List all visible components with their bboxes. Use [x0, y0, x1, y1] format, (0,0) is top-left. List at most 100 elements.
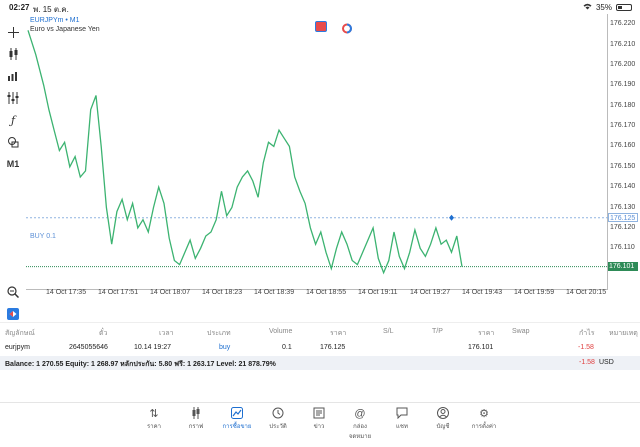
- header-time: เวลา: [159, 330, 174, 337]
- one-click-trading-icon[interactable]: [315, 21, 327, 32]
- cell-symbol: eurjpym: [5, 344, 30, 351]
- cell-ticket: 26450556​46: [69, 344, 108, 351]
- nav-chat-label: แชท: [396, 424, 408, 430]
- nav-history-label: ประวัติ: [269, 424, 287, 430]
- depth-of-market-icon[interactable]: [341, 21, 353, 34]
- header-type: ประเภท: [207, 330, 231, 337]
- cell-type: buy: [219, 344, 231, 351]
- header-symbol: สัญลักษณ์: [5, 330, 35, 337]
- bottom-navigation: ⇅ ราคา กราฟ การซื้อขาย ประวัติ ข่าว @ กล…: [0, 402, 640, 447]
- header-tp: T/P: [432, 328, 443, 335]
- charts-icon: [179, 407, 213, 421]
- objects-icon[interactable]: [5, 134, 21, 150]
- price-tick-label: 176.170: [610, 122, 636, 130]
- time-tick-label: 14 Oct 19:43: [462, 289, 503, 296]
- time-tick-label: 14 Oct 17:35: [46, 289, 87, 296]
- news-icon: [302, 407, 336, 421]
- price-line-series: [27, 30, 463, 275]
- time-tick-label: 14 Oct 18:23: [202, 289, 243, 296]
- price-tick-label: 176.220: [610, 20, 636, 28]
- nav-charts[interactable]: กราฟ: [179, 407, 213, 431]
- account-summary: Balance: 1 270.55 Equity: 1 268.97 หลักป…: [0, 356, 640, 370]
- price-axis: 176.220 176.210 176.200 176.190 176.180 176.1…: [608, 14, 640, 314]
- mailbox-icon: @: [354, 408, 366, 420]
- time-tick-label: 14 Oct 19:11: [358, 289, 398, 296]
- time-axis: 14 Oct 17:35 14 Oct 17:51 14 Oct 18:07 14 O…: [26, 289, 608, 301]
- account-currency: USD: [599, 359, 614, 366]
- trade-icon: [220, 407, 254, 421]
- trade-table: สัญลักษณ์ ตั๋ว เวลา ประเภท Volume ราคา S…: [0, 322, 640, 356]
- nav-chat[interactable]: แชท: [385, 407, 419, 431]
- time-tick-label: 14 Oct 19:27: [410, 289, 451, 296]
- zoom-icon[interactable]: [5, 284, 21, 300]
- nav-trade-label: การซื้อขาย: [222, 424, 252, 430]
- price-tick-label: 176.180: [610, 101, 636, 109]
- time-tick-label: 14 Oct 19:59: [514, 289, 555, 296]
- cell-time: 10.14 19:27: [134, 344, 171, 351]
- crosshair-icon[interactable]: [5, 24, 21, 40]
- cell-volume: 0.1: [282, 344, 292, 351]
- table-row[interactable]: eurjpym 26450556​46 10.14 19:27 buy 0.1 …: [0, 339, 640, 356]
- chart-canvas[interactable]: [26, 14, 608, 314]
- bar-chart-icon[interactable]: [5, 68, 21, 84]
- candlestick-icon[interactable]: [5, 46, 21, 62]
- current-price-tag: 176.101: [608, 262, 638, 272]
- header-sl: S/L: [383, 328, 394, 335]
- nav-quotes[interactable]: ⇅ ราคา: [137, 407, 171, 431]
- price-tick-label: 176.130: [610, 203, 636, 211]
- price-tick-label: 176.160: [610, 142, 636, 150]
- table-header: สัญลักษณ์ ตั๋ว เวลา ประเภท Volume ราคา S…: [0, 322, 640, 339]
- price-chart[interactable]: EURJPYm • M1 Euro vs Japanese Yen BUY 0.…: [26, 14, 608, 314]
- nav-mailbox[interactable]: @ กล่องจดหมาย: [343, 407, 377, 441]
- header-profit: กำไร: [579, 330, 595, 337]
- price-tick-label: 176.190: [610, 81, 636, 89]
- price-tick-label: 176.210: [610, 40, 636, 48]
- wifi-icon: [583, 3, 592, 12]
- timeframe-button[interactable]: M1: [6, 159, 20, 169]
- quotes-icon: ⇅: [149, 408, 159, 420]
- status-bar: 02:27 พ. 15 ต.ค. 35%: [0, 0, 640, 14]
- header-volume: Volume: [269, 328, 293, 335]
- chart-border: [26, 14, 608, 290]
- position-label: BUY 0.1: [30, 233, 56, 240]
- cell-open-price: 176.125: [320, 344, 346, 351]
- nav-history[interactable]: ประวัติ: [261, 407, 295, 431]
- chart-toolbar: ƒ M1: [0, 14, 26, 320]
- status-right: 35%: [583, 3, 632, 12]
- time-tick-label: 14 Oct 18:55: [306, 289, 347, 296]
- chat-icon: [385, 407, 419, 421]
- account-icon: [426, 407, 460, 421]
- header-open-price: ราคา: [330, 330, 347, 337]
- time-tick-label: 14 Oct 20:15: [566, 289, 607, 296]
- time-tick-label: 14 Oct 18:39: [254, 289, 295, 296]
- balance-text: Balance: 1 270.55 Equity: 1 268.97 หลักป…: [5, 361, 276, 368]
- price-tick-label: 176.140: [610, 183, 636, 191]
- cell-profit: -1.58: [578, 344, 594, 351]
- price-tick-label: 176.110: [610, 244, 635, 252]
- chart-description: Euro vs Japanese Yen: [30, 26, 100, 33]
- history-icon: [261, 407, 295, 421]
- indicators-icon[interactable]: [5, 90, 21, 106]
- price-tick-label: 176.120: [610, 223, 636, 231]
- price-tick-label: 176.150: [610, 162, 636, 170]
- time-tick-label: 14 Oct 17:51: [98, 289, 139, 296]
- nav-mailbox-label: กล่องจดหมาย: [348, 424, 372, 440]
- price-tick-label: 176.200: [610, 60, 636, 68]
- chart-symbol: EURJPYm • M1: [30, 17, 80, 24]
- nav-news[interactable]: ข่าว: [302, 407, 336, 431]
- header-swap: Swap: [512, 328, 530, 335]
- nav-account[interactable]: บัญชี: [426, 407, 460, 431]
- header-ticket: ตั๋ว: [99, 330, 108, 337]
- chart-settings-icon[interactable]: [5, 306, 21, 322]
- header-comment: หมายเหตุ: [609, 330, 638, 337]
- header-price: ราคา: [478, 330, 495, 337]
- open-price-tag: 176.125: [608, 213, 638, 223]
- cell-current-price: 176.101: [468, 344, 494, 351]
- battery-icon: [616, 4, 632, 11]
- nav-settings-label: การตั้งค่า: [471, 424, 497, 430]
- nav-trade[interactable]: การซื้อขาย: [220, 407, 254, 431]
- nav-settings[interactable]: ⚙ การตั้งค่า: [467, 407, 501, 431]
- status-date: พ. 15 ต.ค.: [33, 5, 69, 14]
- function-icon[interactable]: ƒ: [10, 113, 16, 127]
- status-time: 02:27: [9, 3, 30, 12]
